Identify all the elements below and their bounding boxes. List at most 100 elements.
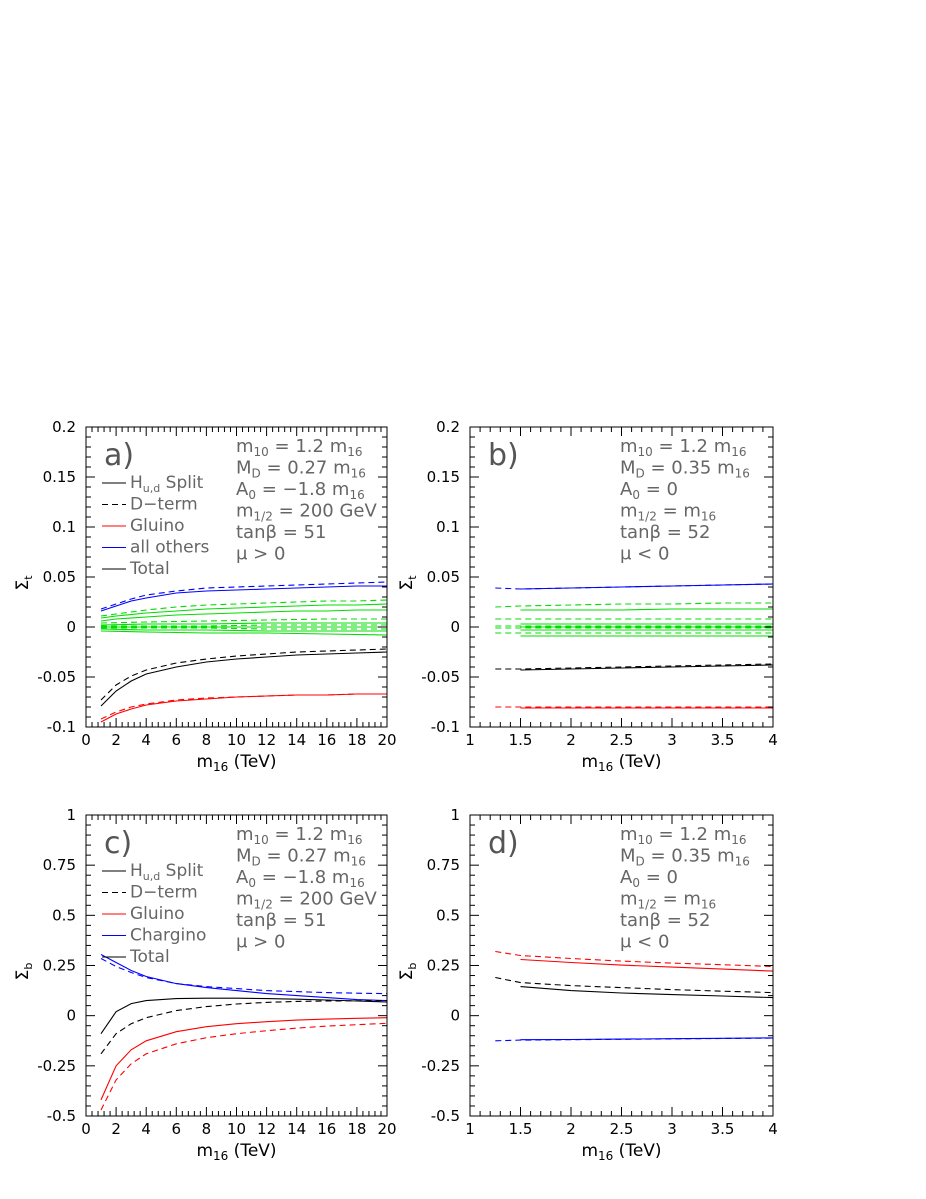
legend-label-sub: u,d — [143, 870, 160, 883]
y-tick-label: 0.05 — [43, 568, 76, 586]
parameter-text-sub: 0 — [248, 876, 256, 890]
series-line-green-solid — [100, 622, 387, 626]
y-tick-label: -0.05 — [421, 668, 460, 686]
parameter-text-rest: = 1.2 m — [269, 824, 347, 845]
series-line-black-dashed — [100, 1000, 387, 1055]
x-tick-label-text: 4 — [768, 1120, 778, 1138]
parameter-text-main: M — [620, 458, 636, 479]
parameter-text-main: m — [236, 501, 254, 522]
parameter-text-main: tanβ = 52 — [620, 522, 710, 543]
parameter-text-sub2: 16 — [349, 488, 364, 502]
parameter-text-sub2: 16 — [731, 445, 746, 459]
x-tick-label: 14 — [287, 731, 306, 749]
series-group — [495, 950, 773, 1042]
parameter-text-sub2: 16 — [347, 833, 362, 847]
parameter-text-sub: D — [252, 467, 261, 481]
parameter-text: m1/2 = 200 GeV — [236, 889, 377, 912]
x-tick-label-text: 3 — [667, 731, 677, 749]
x-tick-label-text: 18 — [347, 1120, 366, 1138]
series-line-blue-solid — [100, 585, 387, 612]
y-tick-label-text: 0.1 — [52, 518, 76, 536]
legend-label-rest: Split — [160, 861, 203, 881]
x-tick-label: 4 — [768, 1120, 778, 1138]
panel-a: 0 2 4 6 8 10 12 14 16 18 20 -0.1 -0.05 0 0.05 0.1 0.15 0.… — [13, 418, 397, 774]
parameter-text-sub: 1/2 — [638, 898, 657, 912]
series-line-green-dashed — [101, 627, 387, 630]
parameter-text: A0 = 0 — [620, 867, 678, 890]
series-line-green-dashed — [100, 618, 387, 624]
x-axis-label-sub: 16 — [213, 1149, 228, 1163]
x-tick-label: 2.5 — [610, 731, 634, 749]
series-line-black-dashed — [495, 976, 773, 994]
series-line-red-solid — [100, 693, 387, 723]
series-line-red-dashed — [100, 1022, 387, 1111]
parameter-text-main: tanβ = 51 — [236, 522, 326, 543]
y-tick-label-text: 0.15 — [43, 468, 76, 486]
x-tick-label-text: 18 — [347, 731, 366, 749]
x-tick-label: 10 — [227, 1120, 246, 1138]
x-tick-label-text: 6 — [172, 1120, 182, 1138]
legend-label-sub: u,d — [143, 482, 160, 495]
series-line-green-dashed — [495, 602, 773, 608]
parameter-text: tanβ = 51 — [236, 522, 326, 543]
x-tick-label-text: 2 — [566, 731, 576, 749]
x-axis-label: m16 (TeV) — [196, 1141, 276, 1163]
x-tick-label-text: 4 — [141, 1120, 151, 1138]
y-tick-label-text: 0 — [66, 1007, 76, 1025]
y-tick-label: 1 — [450, 806, 460, 824]
parameter-text: m10 = 1.2 m16 — [620, 824, 747, 847]
parameter-text-sub2: 16 — [351, 467, 366, 481]
y-axis-label-main: Σ — [13, 580, 33, 591]
y-tick-label-text: 0.1 — [436, 518, 460, 536]
y-axis-label: Σb — [397, 963, 419, 981]
series-line-black-solid — [100, 651, 387, 707]
parameter-text: A0 = −1.8 m16 — [236, 479, 365, 502]
x-tick-label: 2.5 — [610, 1120, 634, 1138]
panel-b: 1 1.5 2 2.5 3 3.5 4-0.1-0.0500.050.10.150.2m16… — [397, 418, 778, 774]
series-line-blue-dashed — [495, 1037, 773, 1042]
parameter-text: m10 = 1.2 m16 — [236, 824, 363, 847]
x-tick-label-text: 0 — [81, 731, 91, 749]
y-tick-label: 0.15 — [43, 468, 76, 486]
parameter-text-rest: = 0.27 m — [261, 458, 351, 479]
legend-label-main: H — [130, 861, 143, 881]
legend-label-main: Total — [129, 947, 170, 967]
x-tick-label: 4 — [141, 1120, 151, 1138]
x-axis-label-unit: (TeV) — [228, 1141, 276, 1161]
x-tick-label-text: 2 — [111, 1120, 121, 1138]
y-tick-label: 1 — [66, 806, 76, 824]
panel-label: b) — [488, 438, 519, 473]
parameter-text-main: M — [236, 846, 252, 867]
legend-label: Chargino — [130, 926, 206, 946]
x-tick-label: 18 — [347, 1120, 366, 1138]
series-line-green-solid — [100, 628, 387, 632]
x-tick-label: 2 — [566, 731, 576, 749]
x-tick-label-text: 12 — [257, 731, 276, 749]
parameter-text-rest: = 0.35 m — [645, 458, 735, 479]
parameter-text-sub: 1/2 — [638, 510, 657, 524]
x-tick-label-text: 4 — [768, 731, 778, 749]
y-axis-label: Σt — [13, 575, 35, 591]
legend-label-main: D−term — [130, 883, 198, 903]
parameter-text-sub: D — [636, 467, 645, 481]
parameter-text-sub2: 16 — [735, 855, 750, 869]
x-tick-label-text: 10 — [227, 731, 246, 749]
parameter-text-main: A — [236, 867, 249, 888]
x-tick-label-text: 12 — [257, 1120, 276, 1138]
x-tick-label: 1 — [465, 731, 475, 749]
parameter-text-main: M — [236, 458, 252, 479]
series-line-green-solid — [100, 603, 387, 619]
x-tick-label: 16 — [317, 1120, 336, 1138]
series-line-red-solid — [100, 1017, 387, 1101]
y-tick-label-text: 1 — [450, 806, 460, 824]
x-tick-label: 10 — [227, 731, 246, 749]
series-line-black-solid — [100, 997, 387, 1035]
parameter-text-main: m — [236, 889, 254, 910]
parameter-text-main: A — [620, 867, 633, 888]
x-tick-label-text: 10 — [227, 1120, 246, 1138]
parameter-text-main: m — [236, 436, 254, 457]
series-line-green-solid — [100, 609, 387, 622]
parameter-text-sub: 0 — [632, 488, 640, 502]
parameter-text-rest: = 1.2 m — [653, 436, 731, 457]
